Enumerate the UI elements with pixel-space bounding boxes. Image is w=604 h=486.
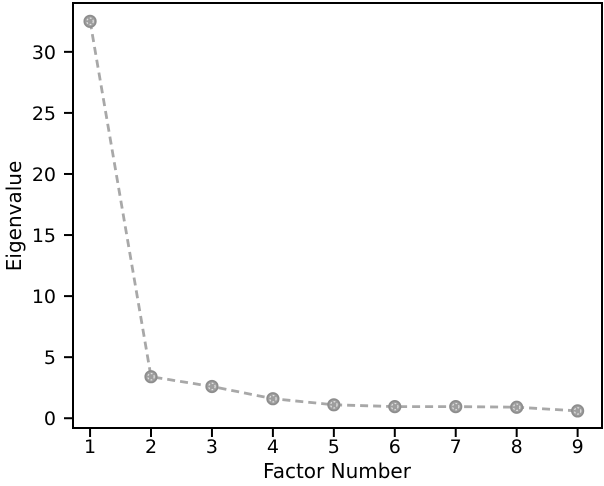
data-points (83, 14, 585, 418)
x-tick-label: 7 (450, 436, 462, 458)
y-axis-label: Eigenvalue (2, 161, 26, 272)
y-tick-label: 15 (32, 225, 56, 247)
data-point-marker (510, 400, 524, 414)
x-tick-label: 4 (267, 436, 279, 458)
data-point-inner-ring (86, 17, 94, 26)
y-tick-label: 0 (44, 408, 56, 430)
data-line (88, 21, 578, 413)
data-point-marker (449, 400, 463, 414)
data-point-marker (266, 392, 280, 406)
data-point-inner-ring (390, 402, 399, 411)
x-tick-label: 6 (389, 436, 401, 458)
y-tick-label: 20 (32, 164, 56, 186)
data-point-marker (83, 14, 97, 28)
data-point-inner-ring (330, 400, 338, 409)
data-point-inner-ring (147, 372, 155, 381)
x-tick-label: 5 (328, 436, 340, 458)
plot-border (72, 2, 603, 429)
eigenvalue-line (88, 21, 578, 413)
y-tick-label: 25 (32, 103, 56, 125)
x-tick-label: 3 (206, 436, 218, 458)
y-tick-label: 30 (32, 42, 56, 64)
data-point-marker (388, 400, 402, 414)
data-point-inner-ring (573, 407, 582, 415)
data-point-marker (571, 404, 585, 418)
data-point-inner-ring (269, 394, 277, 403)
data-point-inner-ring (451, 402, 460, 411)
x-tick-label: 2 (145, 436, 157, 458)
x-tick-label: 1 (84, 436, 96, 458)
data-point-inner-ring (512, 403, 521, 412)
y-tick-label: 10 (32, 286, 56, 308)
y-tick-label: 5 (44, 347, 56, 369)
data-point-marker (144, 370, 158, 384)
data-point-marker (327, 398, 341, 412)
x-axis-label: Factor Number (263, 459, 412, 483)
x-ticks: 1 2 3 4 5 6 7 8 9 (84, 428, 584, 458)
x-tick-label: 8 (511, 436, 523, 458)
y-ticks: 0 5 10 15 20 25 30 (32, 42, 73, 430)
data-point-marker (205, 379, 219, 394)
data-point-inner-ring (208, 382, 216, 391)
x-tick-label: 9 (572, 436, 584, 458)
